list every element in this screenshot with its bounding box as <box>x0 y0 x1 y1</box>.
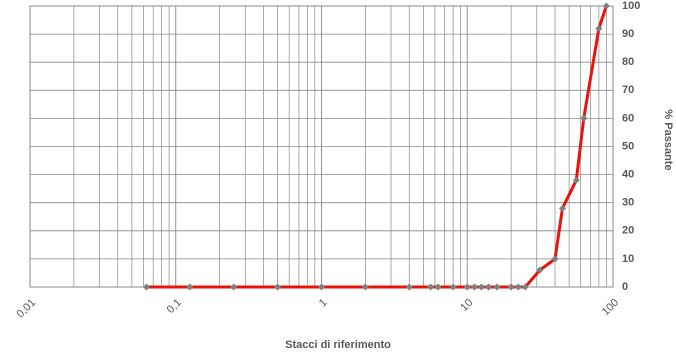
y-tick-label: 60 <box>622 112 634 124</box>
y-tick-label: 50 <box>622 140 634 152</box>
x-tick-label: 0,1 <box>165 297 184 316</box>
point-marker <box>230 283 238 291</box>
point-marker <box>536 266 544 274</box>
point-marker <box>318 283 325 291</box>
point-marker <box>602 2 610 10</box>
point-marker <box>572 176 580 184</box>
y-tick-label: 40 <box>622 169 634 181</box>
y-tick-label: 70 <box>622 84 634 96</box>
point-marker <box>449 283 457 291</box>
point-marker <box>485 283 493 291</box>
y-tick-label: 30 <box>622 197 634 209</box>
point-marker <box>514 283 522 291</box>
point-marker <box>551 255 559 263</box>
point-marker <box>521 283 529 291</box>
point-marker <box>470 283 478 291</box>
point-marker <box>427 283 435 291</box>
point-marker <box>507 283 515 291</box>
x-tick-label: 0,01 <box>15 297 39 321</box>
x-axis-title: Stacci di riferimento <box>285 339 391 351</box>
y-tick-label: 10 <box>622 253 634 265</box>
x-tick-label: 1 <box>317 297 330 310</box>
point-marker <box>361 283 369 291</box>
y-tick-label: 80 <box>622 56 634 68</box>
y-tick-label: 0 <box>622 281 628 293</box>
point-marker <box>405 283 413 291</box>
point-marker <box>434 283 442 291</box>
point-marker <box>143 283 151 291</box>
point-marker <box>463 283 471 291</box>
point-marker <box>274 283 282 291</box>
x-tick-label: 100 <box>600 297 621 318</box>
point-marker <box>186 283 194 291</box>
point-marker <box>595 24 603 32</box>
x-tick-label: 10 <box>458 297 475 314</box>
y-tick-label: 90 <box>622 28 634 40</box>
y-tick-label: 20 <box>622 225 634 237</box>
point-marker <box>580 114 588 122</box>
point-marker <box>558 204 566 212</box>
point-marker <box>493 283 501 291</box>
point-marker <box>477 283 485 291</box>
y-tick-label: 100 <box>622 0 640 12</box>
y-axis-title: % Passante <box>662 109 674 170</box>
